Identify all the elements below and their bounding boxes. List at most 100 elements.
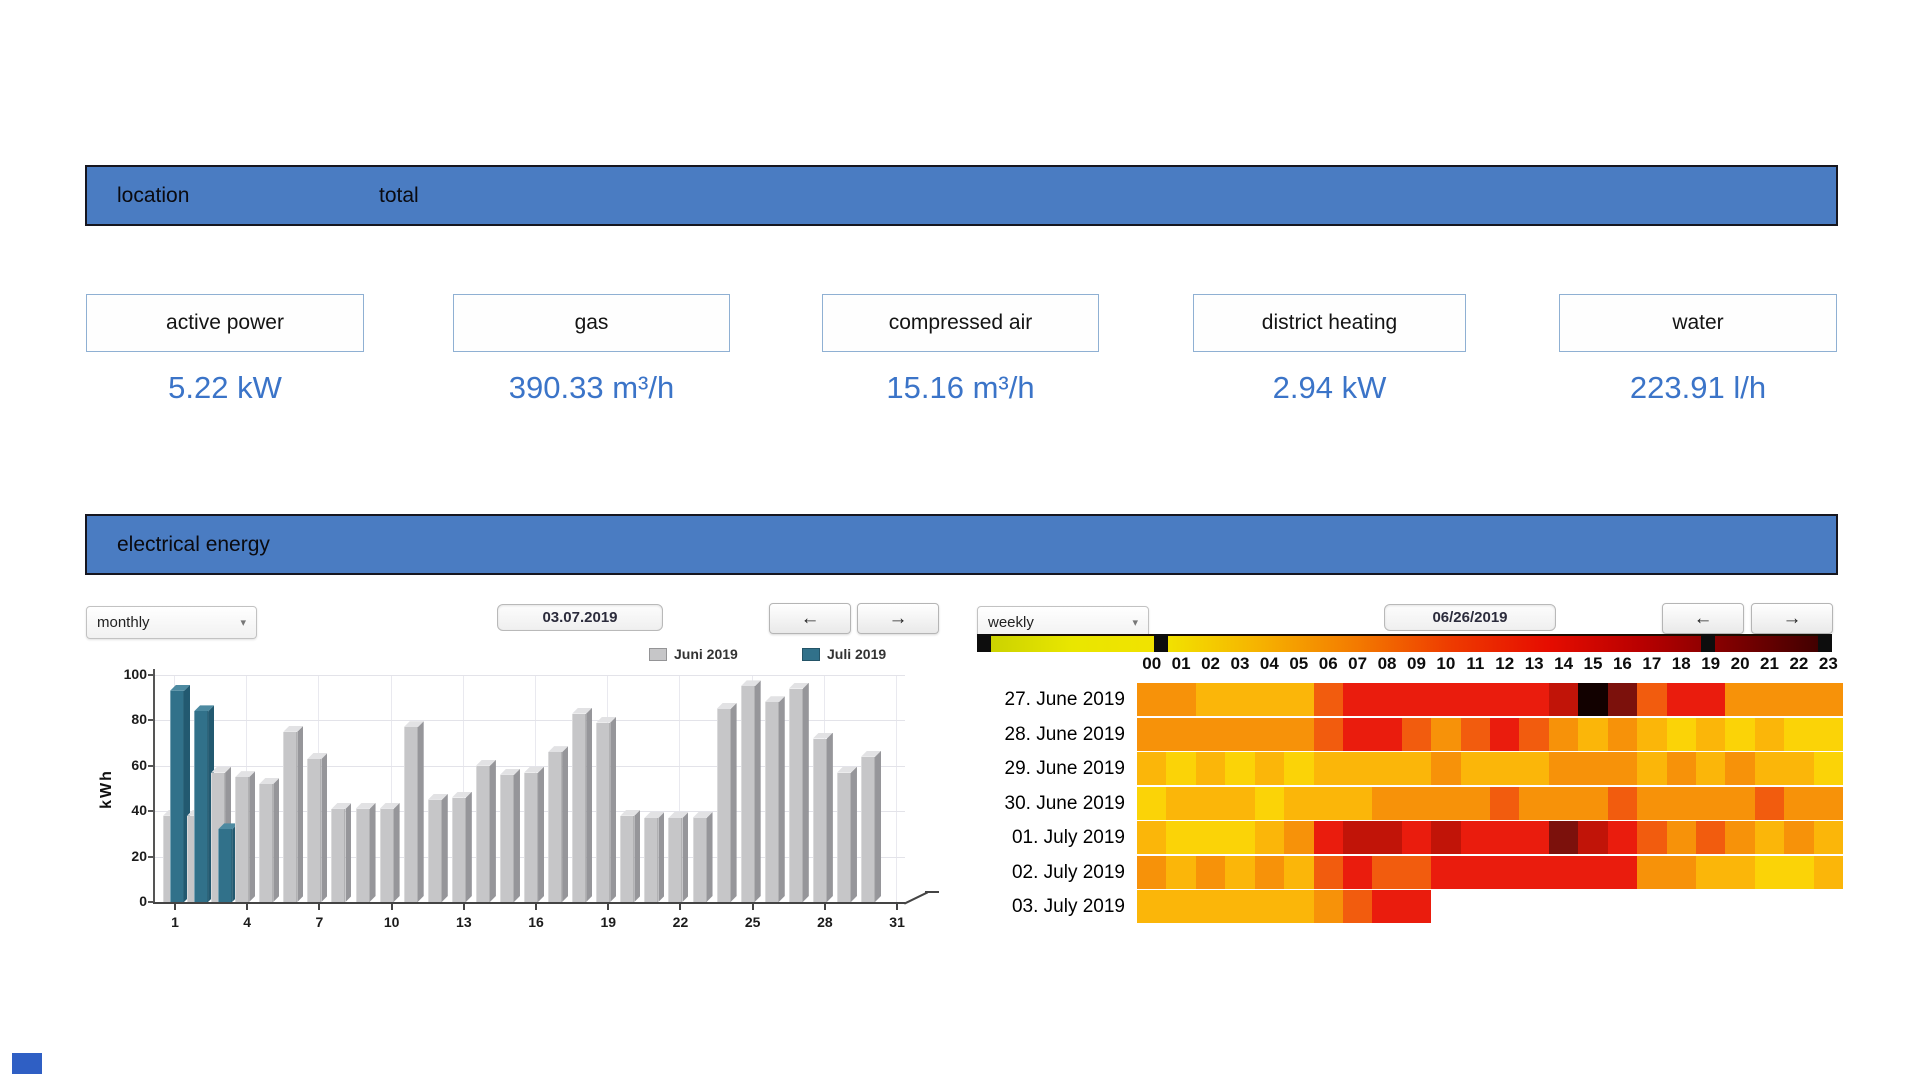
legend-item-juli: Juli 2019 [802, 646, 886, 662]
interval-select-monthly[interactable]: monthly ▾ [86, 606, 257, 639]
heatmap-cell-r2-c12 [1490, 717, 1520, 751]
next-button-left[interactable]: → [857, 603, 939, 634]
location-total-bar: location total [85, 165, 1838, 226]
heatmap-cell-r5-c19 [1695, 821, 1726, 855]
heatmap-cell-r6-c14 [1548, 855, 1579, 889]
heatmap-cell-r5-c06 [1313, 821, 1343, 855]
gridline-h [155, 675, 905, 676]
heatmap-cell-r1-c04 [1254, 683, 1285, 716]
x-tick-label-7: 7 [315, 914, 324, 930]
heatmap-cell-r1-c10 [1431, 683, 1461, 716]
row-label-3: 29. June 2019 [1004, 758, 1125, 780]
heatmap-cell-r5-c18 [1666, 821, 1696, 855]
bar-juni-16-top [524, 766, 545, 773]
x-tick-mark [896, 904, 899, 910]
heatmap-cell-r4-c08 [1372, 786, 1402, 820]
heatmap-cell-r2-c22 [1784, 717, 1814, 751]
bar-juli-1-top [170, 684, 190, 691]
hour-label-15: 15 [1583, 654, 1603, 673]
bar-juni-11-top [403, 721, 424, 728]
metric-card-gas: gas [453, 294, 730, 352]
heatmap-cell-r1-c23 [1813, 683, 1844, 716]
bar-juli-3-top [218, 823, 239, 830]
bar-juli-1-side [184, 685, 190, 902]
bar-juni-4-top [235, 771, 256, 778]
hour-label-16: 16 [1612, 654, 1632, 673]
next-button-right[interactable]: → [1751, 603, 1833, 634]
heatmap-cell-r6-c15 [1578, 855, 1608, 889]
date-input-right[interactable]: 06/26/2019 [1384, 604, 1556, 631]
heatmap-cell-r3-c05 [1284, 752, 1314, 786]
heatmap-cell-r2-c02 [1195, 717, 1226, 751]
hour-label-08: 08 [1377, 654, 1397, 673]
heatmap-cell-r3-c18 [1666, 752, 1696, 786]
color-scale-handle-2[interactable] [1153, 634, 1168, 652]
heatmap-cell-r3-c14 [1548, 752, 1579, 786]
date-input-right-value: 06/26/2019 [1432, 609, 1508, 626]
bar-juli-3 [218, 829, 233, 902]
heatmap-cell-r5-c00 [1137, 821, 1167, 855]
bar-juni-16-side [538, 767, 544, 902]
color-scale-handle-3[interactable] [1701, 634, 1716, 652]
color-scale-slider [977, 634, 1832, 652]
bar-juni-19-side [610, 717, 616, 902]
heatmap-cell-r3-c09 [1401, 752, 1432, 786]
chevron-down-icon: ▾ [240, 617, 246, 629]
heatmap-cell-r2-c10 [1431, 717, 1461, 751]
heatmap-cell-r3-c08 [1372, 752, 1402, 786]
heatmap-cell-r2-c00 [1137, 717, 1167, 751]
heatmap-cell-r2-c03 [1225, 717, 1255, 751]
hour-label-02: 02 [1201, 654, 1220, 673]
heatmap-cell-r6-c20 [1725, 855, 1755, 889]
metric-card-district-heating: district heating [1193, 294, 1466, 352]
bar-juni-24-side [731, 703, 737, 902]
heatmap-cell-r3-c19 [1695, 752, 1726, 786]
color-scale-handle-4[interactable] [1818, 634, 1832, 652]
prev-button-right[interactable]: ← [1662, 603, 1744, 634]
bar-juni-17 [548, 752, 563, 902]
heatmap-cell-r1-c06 [1313, 683, 1343, 716]
date-input-left[interactable]: 03.07.2019 [497, 604, 663, 631]
bar-juni-26-side [779, 696, 785, 902]
heatmap-cell-r4-c05 [1284, 786, 1314, 820]
bar-juni-18-side [586, 708, 592, 902]
x-tick-mark [462, 904, 465, 910]
bar-juni-10 [379, 808, 394, 902]
bar-juni-30-top [861, 750, 882, 757]
y-tick-label-80: 80 [131, 711, 147, 728]
heatmap-cell-r3-c17 [1637, 752, 1667, 786]
hour-label-10: 10 [1436, 654, 1456, 673]
bar-juni-5-side [273, 778, 279, 902]
metric-value-district-heating: 2.94 kW [1272, 370, 1387, 405]
prev-button-left[interactable]: ← [769, 603, 851, 634]
color-scale-handle-1[interactable] [977, 634, 991, 652]
bar-juni-6-top [283, 725, 304, 732]
x-tick-label-31: 31 [889, 914, 905, 930]
x-tick-label-28: 28 [817, 914, 833, 930]
y-tick-label-100: 100 [123, 666, 147, 682]
bar-juni-28-side [827, 733, 833, 902]
heatmap-cell-r4-c09 [1401, 786, 1432, 820]
heatmap-cell-r7-c05 [1284, 890, 1314, 924]
arrow-left-icon: ← [1693, 607, 1713, 629]
x-tick-label-25: 25 [744, 914, 761, 930]
heatmap-cell-r5-c21 [1754, 821, 1785, 855]
hour-label-00: 00 [1142, 654, 1162, 673]
heatmap-cell-r4-c20 [1725, 786, 1755, 820]
y-tick-label-20: 20 [131, 847, 147, 864]
bar-juni-20 [620, 815, 635, 902]
heatmap-cell-r1-c20 [1725, 683, 1755, 716]
bar-juni-14-top [475, 759, 496, 766]
heatmap-cell-r4-c03 [1225, 786, 1255, 820]
heatmap-cell-r1-c00 [1137, 683, 1167, 716]
heatmap-cell-r1-c19 [1695, 683, 1726, 716]
heatmap-cell-r6-c10 [1431, 855, 1461, 889]
arrow-left-icon: ← [800, 607, 820, 629]
row-label-4: 30. June 2019 [1004, 792, 1125, 814]
heatmap-cell-r3-c13 [1519, 752, 1549, 786]
heatmap-cell-r6-c03 [1225, 855, 1255, 889]
hour-label-17: 17 [1642, 654, 1662, 673]
heatmap-cell-r3-c23 [1813, 752, 1844, 786]
bar-juni-5 [259, 783, 274, 902]
bar-juni-21 [644, 818, 659, 902]
